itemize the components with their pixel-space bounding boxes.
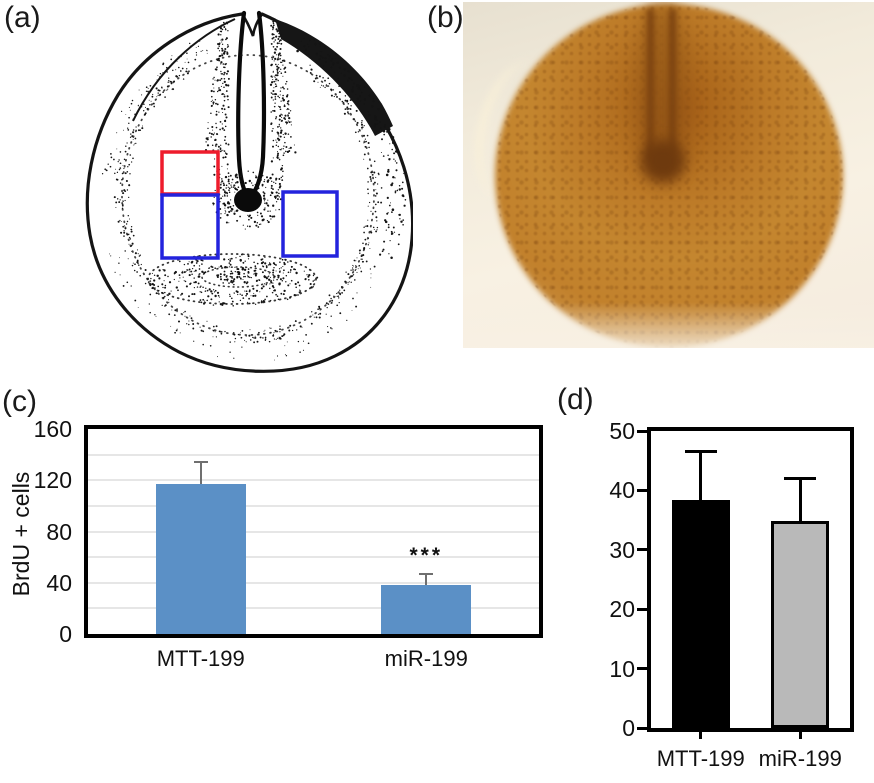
bar-miR-199 [771, 521, 830, 728]
y-tick-label: 0 [622, 715, 635, 741]
y-tick-mark [637, 667, 647, 671]
error-bar-cap [193, 461, 208, 464]
stipple-blastopore [147, 253, 319, 307]
x-category-label: miR-199 [384, 646, 468, 671]
gridline [88, 556, 539, 559]
plot-area-d [647, 427, 854, 732]
y-tick-label: 40 [609, 477, 635, 504]
dorsal-rim-shading [275, 19, 393, 136]
y-tick-mark [637, 488, 647, 492]
bar-MTT-199 [155, 484, 246, 634]
bar-miR-199 [381, 585, 472, 634]
y-tick-label: 20 [609, 596, 635, 623]
groove-bulb [234, 188, 262, 212]
error-bar-cap [419, 572, 434, 575]
x-tick-mark [798, 730, 802, 739]
photo-groove-left-line [647, 8, 654, 160]
stipple-rim [101, 37, 407, 260]
y-tick-label: 160 [33, 416, 72, 442]
gridline [88, 581, 539, 584]
y-tick-mark [637, 548, 647, 552]
gridline [88, 479, 539, 482]
gridline [88, 453, 539, 456]
plot-area-c: *** [84, 425, 543, 638]
error-bar-stem [798, 477, 802, 522]
panel-label-a: (a) [4, 1, 41, 34]
y-tick-label: 30 [609, 536, 635, 563]
y-tick-label: 80 [46, 518, 72, 545]
error-bar-cap [684, 449, 717, 453]
inner-stipple-ring-line [121, 54, 375, 336]
neural-groove-right-line [246, 10, 267, 202]
y-tick-mark [637, 429, 647, 433]
error-bar-stem [425, 573, 428, 586]
embryo-line-drawing [85, 10, 413, 373]
x-category-label: MTT-199 [156, 646, 245, 671]
roi-blue-box-right [281, 190, 339, 258]
panel-b: (b) [0, 0, 874, 383]
gridline [88, 504, 539, 507]
gridline [88, 530, 539, 533]
photo-groove-right-line [669, 8, 676, 154]
roi-blue-box-left [160, 193, 220, 260]
photo-bottom-fade [463, 302, 874, 348]
blastopore-outer-line [147, 253, 317, 305]
stipple-texture [101, 17, 407, 361]
error-bar-stem [199, 462, 202, 485]
left-inner-contour [132, 18, 236, 122]
error-bar-cap [784, 476, 817, 480]
y-tick-label: 0 [59, 621, 72, 647]
photo-groove-blob [641, 140, 685, 182]
y-tick-mark [637, 726, 647, 730]
y-tick-label: 120 [33, 467, 72, 494]
x-category-label: MTT-199 [656, 746, 745, 771]
error-bar-stem [699, 450, 703, 500]
y-tick-mark [637, 607, 647, 611]
x-category-label: miR-199 [758, 746, 842, 771]
panel-label-c: (c) [2, 385, 37, 418]
y-tick-label: 40 [46, 569, 72, 596]
neural-groove-left-line [236, 10, 252, 202]
embryo-photo [463, 2, 874, 348]
panel-c-chart: (c) BrdU + cells *** 0 40 80 120 160 MTT-199 m… [0, 386, 564, 686]
y-tick-label: 10 [609, 655, 635, 682]
bar-MTT-199 [671, 499, 730, 728]
panel-d-chart: (d) 0 10 20 30 40 50 MTT-199 miR-199 [557, 384, 874, 783]
gridline [88, 607, 539, 610]
panel-a: (a) [0, 0, 430, 383]
stipple-neural-folds [204, 17, 297, 230]
panel-label-d: (d) [557, 383, 594, 416]
significance-annotation: *** [409, 543, 444, 567]
y-tick-label: 50 [609, 418, 635, 444]
x-tick-mark [699, 730, 703, 739]
panel-label-b: (b) [427, 1, 464, 34]
